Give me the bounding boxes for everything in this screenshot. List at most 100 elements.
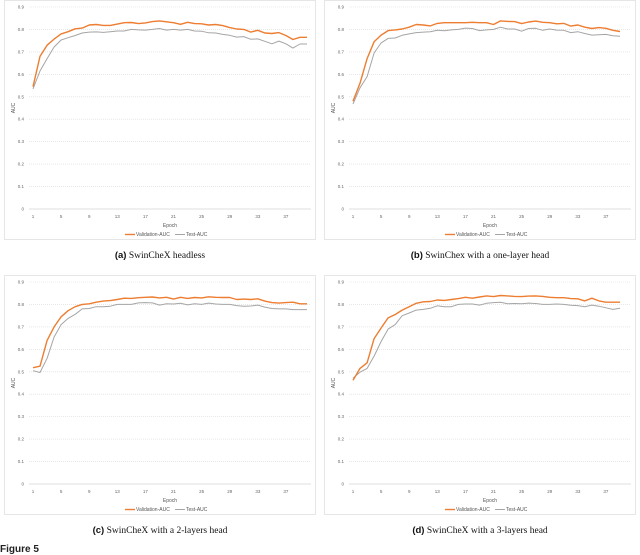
x-tick-label: 33 <box>575 214 581 219</box>
x-tick-label: 5 <box>60 489 63 494</box>
chart-b-svg: 0 0.1 0.2 0.3 0.4 0.5 0.6 0.7 0.8 0.9 1 5 9 13 17 21 25 2… <box>331 5 631 238</box>
validation-auc-line <box>32 296 307 369</box>
legend-test-label: Test-AUC <box>506 507 528 513</box>
x-tick-label: 13 <box>435 489 441 494</box>
caption-d-text: SwinCheX with a 3-layers head <box>426 526 548 536</box>
y-tick-label: 0.5 <box>18 94 25 99</box>
y-tick-label: 0.3 <box>338 139 345 144</box>
legend-validation-label: Validation-AUC <box>456 507 490 513</box>
test-auc-line <box>352 26 621 105</box>
y-tick-label: 0.4 <box>338 117 345 122</box>
y-tick-label: 0.5 <box>338 94 345 99</box>
x-tick-label: 17 <box>463 214 469 219</box>
x-tick-label: 29 <box>227 214 233 219</box>
x-tick-label: 13 <box>115 214 121 219</box>
y-tick-label: 0.9 <box>18 5 25 10</box>
x-tick-label: 33 <box>255 214 261 219</box>
legend-test-label: Test-AUC <box>186 507 208 513</box>
x-tick-label: 9 <box>88 214 91 219</box>
chart-d-svg: 0 0.1 0.2 0.3 0.4 0.5 0.6 0.7 0.8 0.9 1 5 9 13 17 21 25 2… <box>331 280 631 513</box>
x-tick-label: 9 <box>88 489 91 494</box>
caption-d: (d) SwinCheX with a 3-layers head <box>320 525 640 536</box>
x-tick-label: 5 <box>380 489 383 494</box>
validation-auc-line <box>352 20 621 102</box>
x-tick-label: 33 <box>575 489 581 494</box>
x-axis-label: Epoch <box>483 498 497 504</box>
y-tick-label: 0.6 <box>338 347 345 352</box>
x-tick-label: 33 <box>255 489 261 494</box>
y-tick-label: 0 <box>21 207 24 212</box>
x-tick-label: 37 <box>603 214 609 219</box>
y-axis-label: AUC <box>11 377 17 388</box>
y-tick-label: 0.5 <box>18 369 25 374</box>
y-tick-label: 0.2 <box>338 437 345 442</box>
x-tick-label: 21 <box>171 214 177 219</box>
y-tick-label: 0.9 <box>338 5 345 10</box>
x-tick-label: 17 <box>143 489 149 494</box>
x-tick-label: 1 <box>32 214 35 219</box>
test-auc-line <box>32 302 307 373</box>
x-axis-label: Epoch <box>163 223 177 229</box>
legend-validation-label: Validation-AUC <box>456 232 490 238</box>
y-tick-label: 0.9 <box>338 280 345 285</box>
x-tick-label: 21 <box>491 489 497 494</box>
x-tick-label: 37 <box>283 214 289 219</box>
chart-a-svg: 0 0.1 0.2 0.3 0.4 0.5 0.6 0.7 0.8 0.9 1 5 9 13 17 21 25 2… <box>11 5 311 238</box>
y-tick-label: 0.6 <box>18 72 25 77</box>
chart-panel-b: 0 0.1 0.2 0.3 0.4 0.5 0.6 0.7 0.8 0.9 1 5 9 13 17 21 25 2… <box>324 0 636 240</box>
x-tick-label: 25 <box>199 214 205 219</box>
y-tick-label: 0.5 <box>338 369 345 374</box>
y-tick-label: 0.3 <box>18 139 25 144</box>
x-tick-label: 13 <box>115 489 121 494</box>
x-tick-label: 1 <box>352 214 355 219</box>
caption-a: (a) SwinCheX headless <box>0 250 320 261</box>
x-tick-label: 25 <box>199 489 205 494</box>
y-tick-label: 0.1 <box>18 184 25 189</box>
caption-c-text: SwinCheX with a 2-layers head <box>106 526 228 536</box>
x-tick-label: 37 <box>283 489 289 494</box>
x-tick-label: 5 <box>60 214 63 219</box>
y-axis-label: AUC <box>11 102 17 113</box>
y-tick-label: 0.7 <box>338 49 345 54</box>
y-tick-label: 0.4 <box>18 117 25 122</box>
caption-b: (b) SwinChex with a one-layer head <box>320 250 640 261</box>
x-tick-label: 1 <box>352 489 355 494</box>
chart-panel-d: 0 0.1 0.2 0.3 0.4 0.5 0.6 0.7 0.8 0.9 1 5 9 13 17 21 25 2… <box>324 275 636 515</box>
figure-label: Figure 5 <box>0 544 39 555</box>
y-tick-label: 0.6 <box>18 347 25 352</box>
x-axis-label: Epoch <box>163 498 177 504</box>
test-auc-line <box>32 28 307 90</box>
y-tick-label: 0 <box>341 482 344 487</box>
x-tick-label: 25 <box>519 489 525 494</box>
y-tick-label: 0.7 <box>18 324 25 329</box>
x-tick-label: 9 <box>408 489 411 494</box>
caption-d-tag: (d) <box>412 525 425 536</box>
y-tick-label: 0.2 <box>18 162 25 167</box>
x-tick-label: 29 <box>547 489 553 494</box>
y-tick-label: 0.2 <box>338 162 345 167</box>
legend-test-label: Test-AUC <box>186 232 208 238</box>
x-tick-label: 5 <box>380 214 383 219</box>
x-axis-label: Epoch <box>483 223 497 229</box>
y-tick-label: 0.8 <box>338 302 345 307</box>
y-tick-label: 0.8 <box>18 27 25 32</box>
y-tick-label: 0.4 <box>338 392 345 397</box>
y-axis-label: AUC <box>331 102 337 113</box>
y-tick-label: 0.9 <box>18 280 25 285</box>
caption-b-tag: (b) <box>410 250 423 261</box>
x-tick-label: 29 <box>227 489 233 494</box>
validation-auc-line <box>32 20 307 87</box>
x-tick-label: 13 <box>435 214 441 219</box>
x-tick-label: 17 <box>463 489 469 494</box>
caption-c-tag: (c) <box>92 525 105 536</box>
legend-validation-label: Validation-AUC <box>136 507 170 513</box>
y-tick-label: 0.8 <box>18 302 25 307</box>
y-tick-label: 0.3 <box>338 414 345 419</box>
y-tick-label: 0.1 <box>338 459 345 464</box>
caption-b-text: SwinChex with a one-layer head <box>425 251 550 261</box>
x-tick-label: 21 <box>491 214 497 219</box>
x-tick-label: 9 <box>408 214 411 219</box>
chart-panel-c: 0 0.1 0.2 0.3 0.4 0.5 0.6 0.7 0.8 0.9 1 5 9 13 17 21 25 2… <box>4 275 316 515</box>
legend-validation-label: Validation-AUC <box>136 232 170 238</box>
y-tick-label: 0.4 <box>18 392 25 397</box>
